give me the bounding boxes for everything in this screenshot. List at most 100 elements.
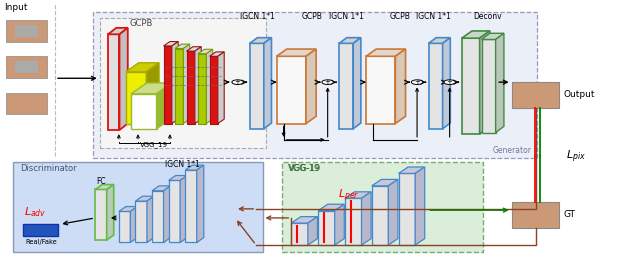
FancyBboxPatch shape <box>282 162 483 251</box>
Polygon shape <box>206 49 212 124</box>
Polygon shape <box>462 38 479 134</box>
Polygon shape <box>209 52 224 56</box>
Text: VGG-19: VGG-19 <box>288 164 320 173</box>
Text: $L_{pix}$: $L_{pix}$ <box>566 149 586 165</box>
Polygon shape <box>291 223 308 245</box>
Polygon shape <box>429 38 451 43</box>
Polygon shape <box>495 33 504 133</box>
Polygon shape <box>172 42 178 124</box>
Polygon shape <box>164 42 178 46</box>
Polygon shape <box>152 186 171 191</box>
Polygon shape <box>318 204 344 211</box>
Text: Input: Input <box>4 3 28 12</box>
Text: IGCN 1*1: IGCN 1*1 <box>240 12 275 21</box>
FancyBboxPatch shape <box>15 25 38 37</box>
Circle shape <box>412 80 423 84</box>
Polygon shape <box>136 201 147 243</box>
FancyBboxPatch shape <box>511 203 559 228</box>
Polygon shape <box>415 167 425 245</box>
Polygon shape <box>186 51 195 123</box>
Text: VGG-19: VGG-19 <box>289 164 321 173</box>
Polygon shape <box>131 83 173 94</box>
Polygon shape <box>218 52 224 123</box>
Polygon shape <box>95 190 107 240</box>
Polygon shape <box>291 217 317 223</box>
Polygon shape <box>136 196 154 201</box>
Polygon shape <box>481 40 495 133</box>
Polygon shape <box>175 44 189 49</box>
Polygon shape <box>399 167 425 173</box>
Text: Generator: Generator <box>493 146 532 154</box>
Text: Real/Fake: Real/Fake <box>25 239 57 245</box>
Text: +: + <box>324 79 331 85</box>
Polygon shape <box>264 38 271 129</box>
Polygon shape <box>339 38 361 43</box>
Polygon shape <box>119 206 138 211</box>
Polygon shape <box>318 211 335 245</box>
Polygon shape <box>186 47 201 51</box>
Polygon shape <box>183 44 189 123</box>
Polygon shape <box>366 49 406 56</box>
Polygon shape <box>250 38 271 43</box>
Text: Discriminator: Discriminator <box>20 164 76 173</box>
Polygon shape <box>126 63 159 72</box>
FancyBboxPatch shape <box>6 56 47 78</box>
Text: +: + <box>447 79 452 85</box>
FancyBboxPatch shape <box>6 20 47 42</box>
Text: +: + <box>235 79 241 85</box>
Polygon shape <box>126 72 147 124</box>
FancyBboxPatch shape <box>93 12 537 158</box>
Polygon shape <box>388 179 398 245</box>
Polygon shape <box>147 196 154 243</box>
Polygon shape <box>119 211 131 243</box>
Polygon shape <box>481 33 504 40</box>
Polygon shape <box>250 43 264 129</box>
Polygon shape <box>362 192 371 245</box>
Polygon shape <box>339 43 353 129</box>
Polygon shape <box>175 49 183 124</box>
Text: FC: FC <box>96 177 106 186</box>
Polygon shape <box>120 28 128 130</box>
Polygon shape <box>198 54 206 124</box>
Text: GCPB: GCPB <box>302 12 323 21</box>
Text: GT: GT <box>564 210 576 219</box>
Polygon shape <box>95 185 114 190</box>
Text: GCPB: GCPB <box>129 19 153 28</box>
Polygon shape <box>345 192 371 198</box>
Circle shape <box>232 80 243 84</box>
Polygon shape <box>164 46 172 123</box>
Text: GCPB: GCPB <box>389 12 410 21</box>
Polygon shape <box>306 49 316 124</box>
FancyBboxPatch shape <box>13 162 262 251</box>
FancyBboxPatch shape <box>6 93 47 114</box>
Polygon shape <box>131 94 157 129</box>
Polygon shape <box>276 56 306 124</box>
Polygon shape <box>335 204 344 245</box>
Polygon shape <box>209 56 218 124</box>
Circle shape <box>322 80 333 84</box>
FancyBboxPatch shape <box>23 224 58 236</box>
Polygon shape <box>108 28 128 34</box>
Text: Output: Output <box>564 90 595 99</box>
Polygon shape <box>462 31 490 38</box>
Circle shape <box>444 80 456 84</box>
Polygon shape <box>131 206 138 243</box>
Polygon shape <box>152 191 164 243</box>
Polygon shape <box>198 49 212 54</box>
Polygon shape <box>443 38 451 129</box>
Polygon shape <box>185 165 204 170</box>
Polygon shape <box>169 180 180 243</box>
Polygon shape <box>276 49 316 56</box>
Polygon shape <box>308 217 317 245</box>
Polygon shape <box>169 176 187 180</box>
FancyBboxPatch shape <box>100 17 266 148</box>
Polygon shape <box>479 31 490 134</box>
Text: $L_{adv}$: $L_{adv}$ <box>24 205 47 219</box>
Polygon shape <box>107 185 114 240</box>
Polygon shape <box>372 186 388 245</box>
Text: IGCN 1*1: IGCN 1*1 <box>165 160 200 169</box>
FancyBboxPatch shape <box>15 61 38 73</box>
Polygon shape <box>164 186 171 243</box>
Text: +: + <box>414 79 420 85</box>
Polygon shape <box>429 43 443 129</box>
